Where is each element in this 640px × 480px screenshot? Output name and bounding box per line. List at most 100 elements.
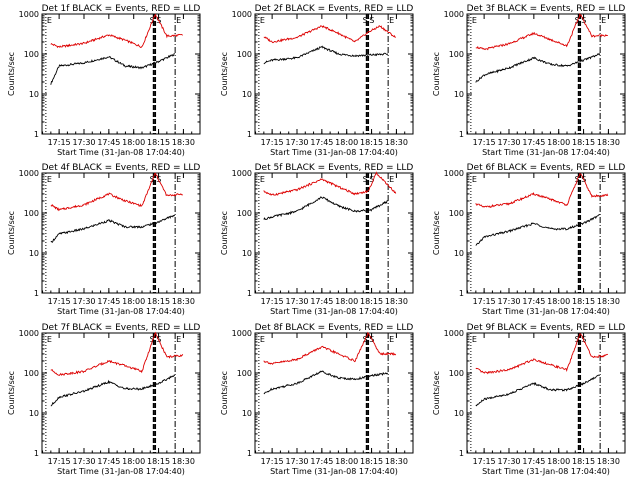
- y-tick-label: 1000: [232, 10, 252, 19]
- marker-label: E: [47, 16, 52, 25]
- plot-frame: [254, 172, 414, 294]
- x-tick-label: 17:45: [522, 457, 545, 466]
- y-tick-label: 1: [459, 449, 464, 458]
- plot-frame: [466, 13, 626, 135]
- x-axis-label: Start Time (31-Jan-08 17:04:40): [482, 307, 610, 316]
- marker-label: E: [601, 16, 606, 25]
- y-tick-label: 1: [459, 289, 464, 298]
- panel-title: Det 3f BLACK = Events, RED = LLD: [467, 4, 626, 14]
- x-tick-label: 17:30: [497, 297, 520, 306]
- y-tick-label: 1000: [19, 10, 39, 19]
- x-tick-label: 17:30: [497, 457, 520, 466]
- y-tick-label: 1: [247, 289, 252, 298]
- marker-label: S: [575, 335, 580, 344]
- marker-label: E: [47, 175, 52, 184]
- panel-det-2: Det 2f BLACK = Events, RED = LLD 1 10 100 10…: [220, 4, 414, 157]
- panel-title: Det 2f BLACK = Events, RED = LLD: [255, 4, 414, 14]
- y-axis-label: Counts/sec: [432, 211, 441, 255]
- y-tick-label: 1: [34, 130, 39, 139]
- marker-label: E: [389, 335, 394, 344]
- series-line: [475, 374, 600, 407]
- y-tick-label: 10: [29, 409, 39, 418]
- x-axis-label: Start Time (31-Jan-08 17:04:40): [482, 467, 610, 476]
- y-tick-label: 1000: [19, 329, 39, 338]
- panel-det-1: Det 1f BLACK = Events, RED = LLD 1 10 100 10…: [7, 4, 201, 157]
- x-tick-label: 18:30: [385, 457, 408, 466]
- x-tick-label: 17:30: [497, 138, 520, 147]
- y-tick-label: 1000: [232, 329, 252, 338]
- marker-label: S: [363, 175, 368, 184]
- marker-label: E: [176, 16, 181, 25]
- x-tick-label: 18:30: [172, 138, 195, 147]
- y-tick-label: 100: [237, 50, 252, 59]
- y-tick-label: 10: [454, 90, 464, 99]
- x-tick-label: 18:30: [597, 297, 620, 306]
- marker-label: E: [47, 335, 52, 344]
- x-tick-label: 18:30: [385, 138, 408, 147]
- x-axis-label: Start Time (31-Jan-08 17:04:40): [270, 467, 398, 476]
- y-tick-label: 100: [24, 209, 39, 218]
- panel-det-7: Det 7f BLACK = Events, RED = LLD 1 10 100 10…: [7, 323, 201, 476]
- marker-label: E: [389, 175, 394, 184]
- x-tick-label: 18:30: [172, 457, 195, 466]
- x-tick-label: 18:30: [385, 297, 408, 306]
- x-axis-label: Start Time (31-Jan-08 17:04:40): [482, 148, 610, 157]
- marker-label: S: [369, 175, 374, 184]
- marker-label: E: [472, 175, 477, 184]
- y-axis-label: Counts/sec: [7, 52, 16, 96]
- x-tick-label: 17:15: [261, 457, 284, 466]
- y-tick-label: 100: [237, 209, 252, 218]
- series-line: [263, 171, 397, 196]
- x-tick-label: 17:30: [72, 138, 95, 147]
- marker-label: S: [156, 175, 161, 184]
- x-tick-label: 18:00: [335, 297, 358, 306]
- x-tick-label: 18:00: [122, 297, 145, 306]
- y-tick-label: 100: [449, 50, 464, 59]
- marker-label: E: [472, 335, 477, 344]
- panel-title: Det 8f BLACK = Events, RED = LLD: [255, 323, 414, 333]
- x-tick-label: 17:45: [97, 297, 120, 306]
- x-tick-label: 17:15: [261, 297, 284, 306]
- series-line: [50, 53, 175, 85]
- series-line: [263, 24, 396, 44]
- y-tick-label: 10: [242, 90, 252, 99]
- panel-title: Det 6f BLACK = Events, RED = LLD: [467, 163, 626, 173]
- panel-title: Det 7f BLACK = Events, RED = LLD: [42, 323, 201, 333]
- x-tick-label: 18:00: [122, 138, 145, 147]
- series-line: [475, 333, 608, 375]
- x-tick-label: 18:15: [360, 297, 383, 306]
- x-tick-label: 18:15: [360, 457, 383, 466]
- y-tick-label: 1: [34, 289, 39, 298]
- x-tick-label: 18:15: [572, 297, 595, 306]
- panel-det-3: Det 3f BLACK = Events, RED = LLD 1 10 100 10…: [432, 4, 626, 157]
- x-tick-label: 17:45: [522, 297, 545, 306]
- y-tick-label: 1000: [444, 169, 464, 178]
- y-axis-label: Counts/sec: [7, 371, 16, 415]
- x-tick-label: 18:00: [547, 457, 570, 466]
- series-line: [475, 52, 601, 83]
- marker-label: E: [176, 175, 181, 184]
- x-tick-label: 17:15: [473, 457, 496, 466]
- y-tick-label: 1000: [232, 169, 252, 178]
- x-tick-label: 17:45: [310, 297, 333, 306]
- series-line: [475, 213, 600, 246]
- panel-det-9: Det 9f BLACK = Events, RED = LLD 1 10 100 10…: [432, 323, 626, 476]
- series-line: [475, 173, 609, 208]
- x-tick-label: 18:15: [572, 457, 595, 466]
- marker-label: E: [260, 335, 265, 344]
- series-line: [263, 331, 397, 365]
- x-tick-label: 17:15: [48, 297, 71, 306]
- plot-frame: [41, 13, 201, 135]
- plot-frame: [466, 172, 626, 294]
- x-tick-label: 18:00: [122, 457, 145, 466]
- x-tick-label: 17:30: [72, 457, 95, 466]
- series-line: [263, 196, 388, 220]
- x-tick-label: 17:30: [285, 457, 308, 466]
- y-axis-label: Counts/sec: [220, 371, 229, 415]
- x-tick-label: 17:15: [48, 138, 71, 147]
- x-tick-label: 17:45: [310, 138, 333, 147]
- marker-label: E: [260, 16, 265, 25]
- marker-label: E: [176, 335, 181, 344]
- panel-title: Det 9f BLACK = Events, RED = LLD: [467, 323, 626, 333]
- series-line: [50, 374, 176, 407]
